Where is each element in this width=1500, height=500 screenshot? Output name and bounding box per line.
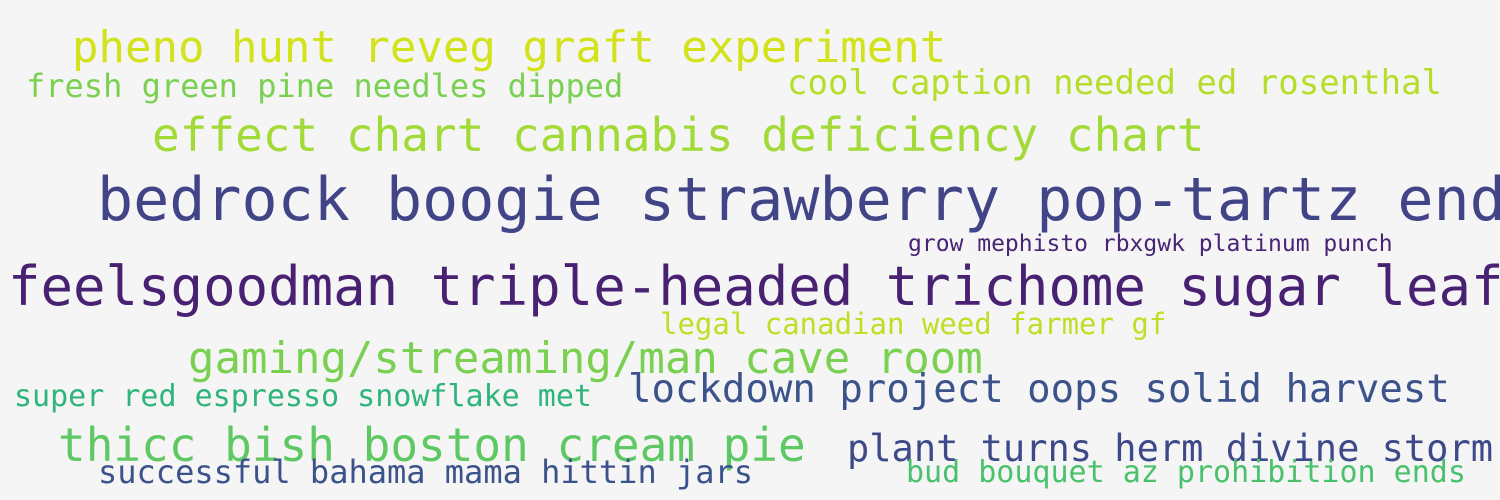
cloud-word: grow mephisto rbxgwk platinum punch [908,231,1393,257]
cloud-word: pheno hunt reveg graft experiment [72,22,947,73]
cloud-word: effect chart cannabis deficiency chart [152,108,1205,162]
cloud-word: bedrock boogie strawberry pop-tartz end [97,165,1500,235]
cloud-word: fresh green pine needles dipped [26,67,624,105]
cloud-word: feelsgoodman triple-headed trichome suga… [8,255,1500,318]
cloud-word: thicc bish boston cream pie [58,418,806,472]
cloud-word: super red espresso snowflake met [14,379,592,414]
cloud-word: bud bouquet az prohibition ends [906,455,1466,490]
cloud-word: plant turns herm divine storm [847,427,1494,470]
cloud-word: cool caption needed ed rosenthal [787,63,1443,103]
cloud-word: lockdown project oops solid harvest [628,367,1450,412]
cloud-word: successful bahama mama hittin jars [98,453,754,491]
cloud-word: legal canadian weed farmer gf [660,307,1167,341]
cloud-word: gaming/streaming/man cave room [188,333,983,384]
